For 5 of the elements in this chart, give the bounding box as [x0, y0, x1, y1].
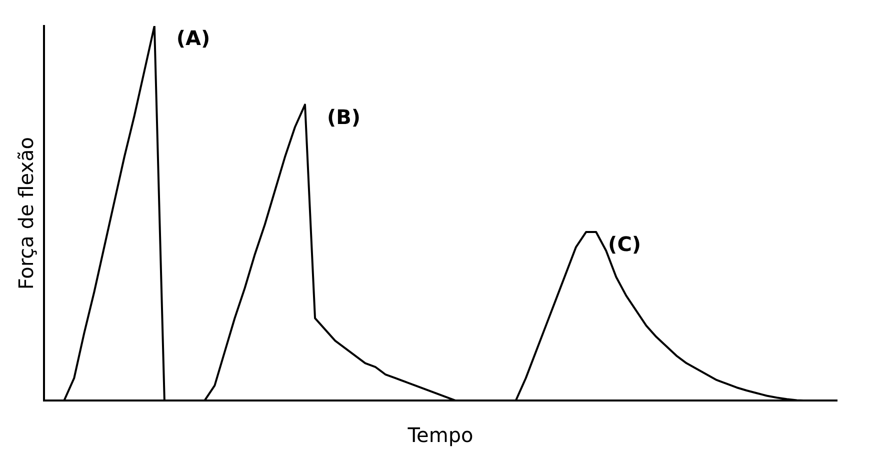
y-axis-title: Força de flexão	[14, 136, 38, 290]
series-label: (B)	[326, 104, 361, 129]
x-axis-title: Tempo	[406, 423, 474, 448]
series-label: (A)	[176, 26, 210, 50]
series-label: (C)	[608, 232, 642, 256]
